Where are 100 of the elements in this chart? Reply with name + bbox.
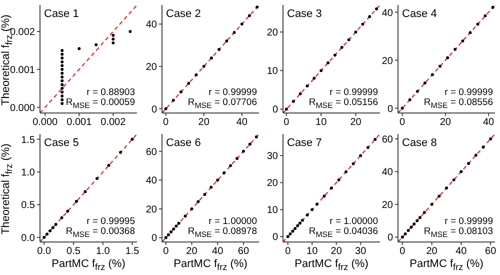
point	[60, 86, 64, 90]
point	[482, 146, 485, 149]
point	[416, 219, 419, 222]
point	[187, 82, 190, 85]
point	[229, 164, 232, 168]
point	[60, 72, 64, 75]
point	[408, 98, 412, 102]
point	[404, 232, 407, 236]
x-tick-label: 0.000	[32, 117, 58, 128]
point	[177, 222, 180, 225]
y-tick-label: 0	[272, 104, 278, 116]
point	[60, 52, 64, 56]
point	[400, 236, 404, 239]
point	[74, 200, 78, 203]
point	[60, 68, 64, 71]
point	[60, 79, 64, 82]
annotation: R$_{MSE}$ = 0.08103	[424, 226, 493, 240]
annotation: R$_{MSE}$ = 0.08978	[188, 226, 257, 240]
point	[112, 34, 115, 37]
point	[174, 224, 178, 228]
point	[172, 228, 176, 231]
x-tick-label: 1.0	[96, 246, 110, 258]
point	[60, 76, 64, 78]
point	[94, 43, 98, 46]
point	[366, 146, 370, 149]
point	[330, 186, 333, 190]
x-tick-label: 60	[485, 246, 497, 258]
point	[406, 229, 410, 232]
point	[347, 38, 350, 42]
point	[210, 186, 213, 189]
point	[170, 230, 173, 234]
x-tick-label: 0.002	[100, 117, 126, 128]
point	[60, 83, 64, 86]
point	[340, 46, 344, 49]
chart-title: Case 3	[287, 8, 322, 20]
point	[202, 64, 206, 68]
chart-title: Case 2	[166, 8, 201, 20]
x-tick-label: 40	[482, 117, 495, 128]
x-tick-label: 0	[400, 246, 406, 258]
point	[164, 236, 168, 240]
y-tick-label: 20	[382, 56, 394, 67]
point	[51, 226, 54, 230]
y-tick-label: 0	[387, 104, 394, 115]
x-tick-label: 0	[163, 117, 170, 128]
point	[310, 208, 314, 212]
point	[96, 177, 99, 180]
point	[430, 202, 434, 206]
annotation: r = 1.00000	[328, 216, 378, 227]
annotation: r = 0.99999	[328, 87, 378, 98]
x-tick-label: 0	[163, 246, 170, 258]
point	[474, 154, 478, 157]
x-axis-title: PartMC f$_{frz}$ (%)	[174, 258, 248, 272]
point	[291, 230, 294, 233]
point	[300, 218, 304, 222]
point	[248, 14, 251, 18]
x-tick-label: 0	[284, 117, 290, 128]
x-tick-label: 30	[355, 246, 367, 258]
x-tick-label: 20	[186, 246, 198, 258]
x-axis-title: PartMC f$_{frz}$ (%)	[410, 258, 484, 272]
y-tick-label: 0	[387, 232, 394, 244]
point	[60, 60, 64, 64]
point	[484, 14, 487, 18]
point	[60, 48, 64, 52]
point	[196, 200, 200, 204]
x-tick-label: 0.5	[66, 246, 81, 258]
point	[60, 216, 64, 220]
annotation: r = 0.99999	[444, 216, 493, 227]
x-axis-title: PartMC f$_{frz}$ (%)	[52, 258, 126, 272]
annotation: r = 0.99999	[444, 87, 493, 98]
chart-title: Case 8	[402, 137, 437, 149]
y-tick-label: 10	[266, 66, 278, 78]
point	[42, 236, 46, 239]
x-tick-label: 40	[212, 246, 224, 258]
point	[194, 73, 198, 76]
x-tick-label: 10	[316, 117, 328, 128]
point	[446, 56, 450, 60]
x-tick-label: 20	[440, 117, 452, 128]
point	[254, 135, 258, 138]
x-tick-label: 20	[426, 246, 438, 258]
point	[60, 102, 64, 106]
point	[468, 31, 472, 34]
point	[306, 84, 309, 88]
point	[60, 98, 64, 102]
y-tick-label: 1.0	[21, 168, 36, 179]
x-tick-label: 1.5	[125, 246, 140, 258]
point	[422, 211, 426, 214]
point	[60, 64, 64, 68]
point	[190, 207, 194, 210]
point	[438, 64, 442, 68]
x-tick-label: 0.001	[66, 117, 92, 128]
point	[284, 108, 288, 111]
point	[210, 56, 213, 60]
point	[225, 40, 228, 42]
annotation: R$_{MSE}$ = 0.00368	[66, 226, 135, 240]
point	[232, 31, 236, 34]
point	[461, 40, 464, 42]
y-tick-label: 40	[382, 167, 394, 178]
chart-title: Case 4	[402, 8, 437, 20]
point	[242, 150, 245, 153]
y-tick-label: 30	[266, 151, 278, 162]
